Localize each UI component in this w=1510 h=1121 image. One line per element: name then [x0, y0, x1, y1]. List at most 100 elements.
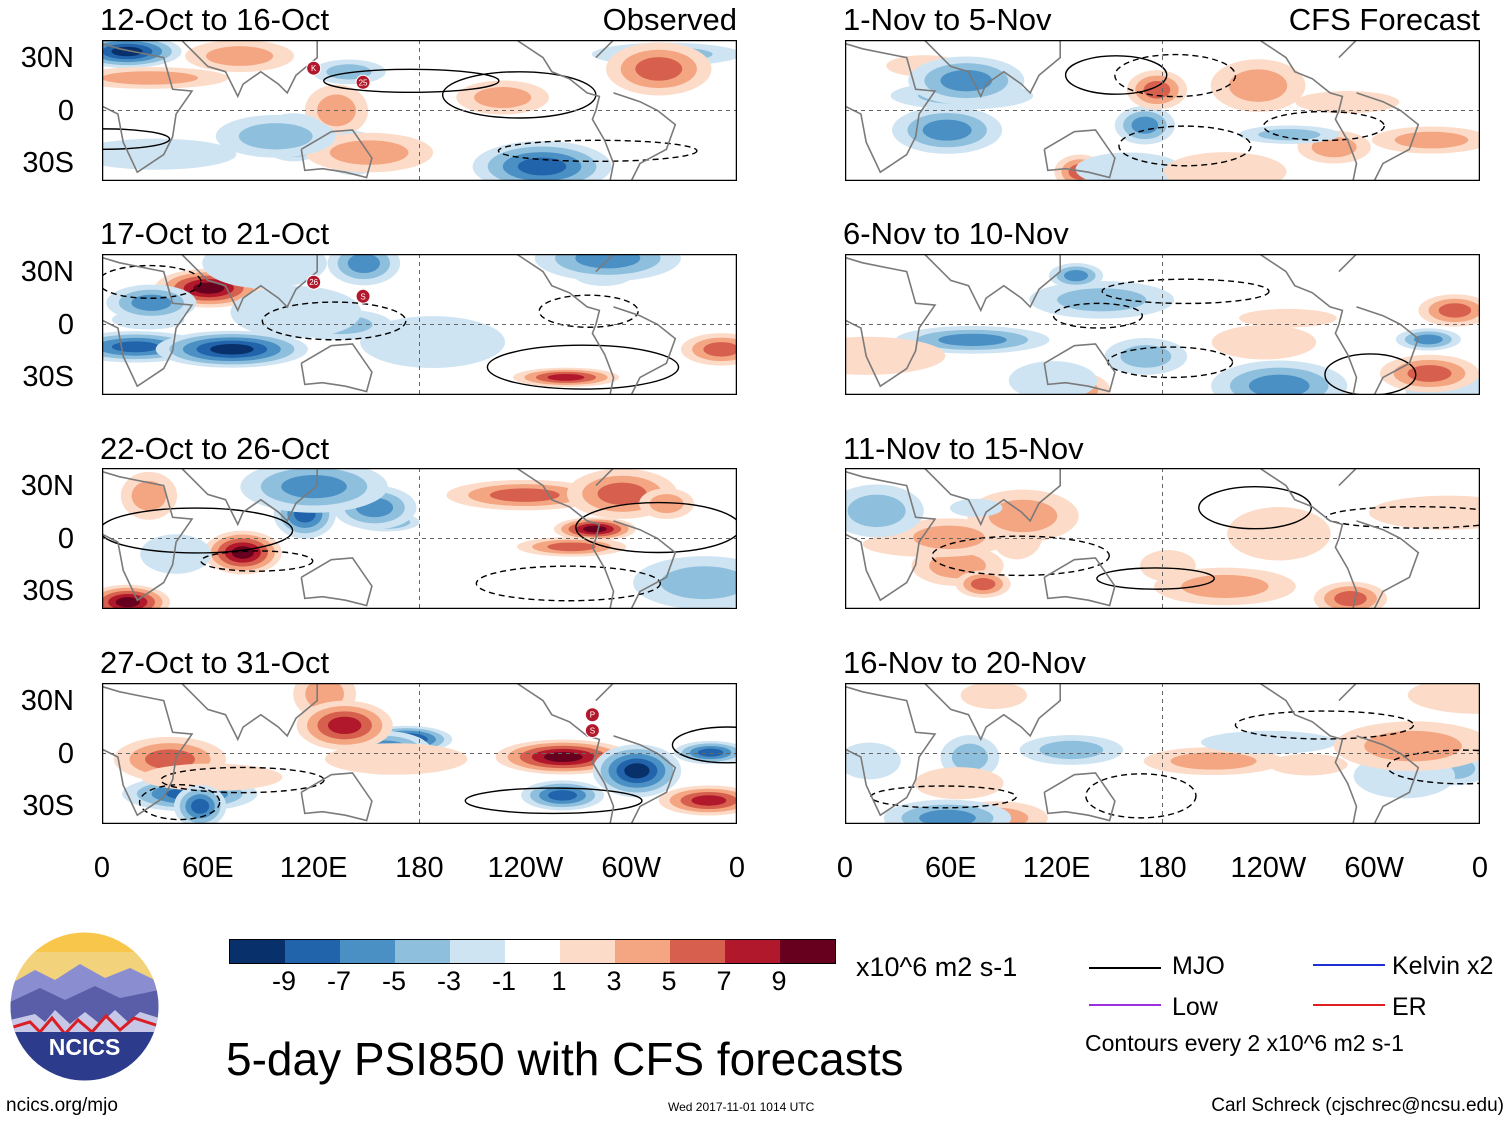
coastline: [1259, 683, 1358, 824]
legend-mjo-label: MJO: [1172, 952, 1225, 980]
anomaly-blob: [347, 254, 381, 274]
colorbar-tick-label: -9: [271, 966, 296, 996]
coastline: [102, 470, 194, 602]
anomaly-blob: [847, 494, 906, 528]
coastline: [923, 254, 1061, 313]
lat-tick-label: 30S: [22, 147, 74, 180]
storm-label: 25: [359, 78, 368, 87]
anomaly-blob: [102, 138, 237, 170]
colorbar-swatch: [670, 940, 725, 963]
coastline: [516, 468, 615, 609]
coastline: [102, 685, 194, 817]
anomaly-blob: [1170, 752, 1257, 770]
anomaly-blob: [115, 597, 140, 608]
anomaly-blob: [1063, 270, 1089, 282]
anomaly-blob: [660, 566, 737, 600]
coastline: [102, 42, 194, 174]
anomaly-blob: [1334, 591, 1367, 607]
mjo-contour: [464, 787, 643, 815]
anomaly-blob: [548, 790, 578, 801]
anomaly-blob: [970, 577, 996, 591]
panel-title: 16-Nov to 20-Nov: [843, 645, 1086, 680]
map-frame: [102, 40, 737, 181]
coastline: [1259, 254, 1358, 395]
column-label: CFS Forecast: [1288, 2, 1480, 37]
storm-label: P: [590, 711, 595, 720]
mjo-contour: [486, 344, 680, 390]
panel-title: 6-Nov to 10-Nov: [843, 216, 1069, 251]
anomaly-blob: [543, 752, 583, 762]
lon-tick-label: 0: [1471, 852, 1489, 884]
colorbar-tick-label: 7: [716, 966, 732, 996]
anomaly-field: [845, 683, 1480, 824]
map-panel: [845, 683, 1480, 824]
colorbar-swatch: [725, 940, 780, 963]
storm-marker: P: [584, 707, 600, 723]
lon-tick-label: 60W: [1344, 852, 1404, 884]
figure-title: 5-day PSI850 with CFS forecasts: [226, 1033, 904, 1085]
lat-tick-label: 0: [57, 308, 74, 341]
lat-tick-label: 30N: [20, 684, 74, 717]
anomaly-blob: [922, 119, 972, 141]
mjo-contour: [1052, 302, 1144, 329]
coastline: [1356, 306, 1420, 395]
coastline: [516, 683, 615, 824]
storm-label: S: [360, 292, 365, 301]
coastline: [613, 306, 677, 395]
coastline: [1338, 468, 1358, 487]
anomaly-blob: [649, 494, 684, 514]
map-panel: [102, 468, 737, 609]
anomaly-field: K 25: [102, 40, 737, 181]
legend-low-line: [1089, 1004, 1161, 1006]
panel-title: 11-Nov to 15-Nov: [843, 431, 1084, 466]
mjo-contour: [1101, 278, 1270, 305]
coastline: [102, 256, 194, 388]
map-panel: [845, 40, 1480, 181]
anomaly-blob: [489, 488, 560, 502]
coastline: [613, 520, 677, 609]
mjo-contour: [1096, 567, 1215, 590]
anomaly-blob: [845, 742, 901, 780]
coastline: [1356, 520, 1420, 609]
mjo-contour: [200, 550, 314, 572]
colorbar-tick-label: -5: [381, 966, 406, 996]
mjo-contour: [102, 507, 294, 554]
storm-marker: 25: [355, 74, 371, 90]
coastline: [300, 343, 373, 393]
coastline: [180, 468, 318, 527]
panel-title: 27-Oct to 31-Oct: [100, 645, 330, 680]
anomaly-field: [845, 40, 1480, 181]
anomaly-blob: [210, 343, 254, 355]
lon-tick-label: 120E: [1022, 852, 1091, 884]
mjo-contour: [1118, 125, 1252, 167]
anomaly-blob: [145, 749, 195, 770]
anomaly-blob: [1258, 128, 1321, 141]
anomaly-blob: [1311, 136, 1357, 158]
footer-url: ncics.org/mjo: [6, 1095, 118, 1116]
anomaly-blob: [140, 763, 283, 791]
storm-marker: 26: [306, 274, 322, 290]
mjo-contour: [497, 139, 698, 163]
storm-marker: S: [584, 723, 600, 739]
legend-er-label: ER: [1392, 993, 1427, 1021]
coastline: [1338, 254, 1358, 273]
coastline: [300, 557, 373, 607]
panel-title: 1-Nov to 5-Nov: [843, 2, 1052, 37]
anomaly-blob: [1228, 69, 1288, 102]
anomaly-blob: [635, 57, 683, 81]
anomaly-blob: [1211, 325, 1317, 360]
coastline: [1356, 735, 1420, 824]
lon-tick-label: 120W: [1230, 852, 1307, 884]
lat-tick-label: 0: [57, 737, 74, 770]
lat-tick-label: 30N: [20, 469, 74, 502]
coastline: [595, 40, 615, 59]
coastline: [1043, 772, 1116, 822]
anomaly-field: [845, 468, 1480, 609]
map-frame: [102, 254, 737, 395]
colorbar-swatch: [395, 940, 450, 963]
coastline: [923, 40, 1061, 99]
anomaly-blob: [691, 795, 727, 806]
map-frame: [845, 40, 1480, 181]
lon-tick-label: 0: [93, 852, 111, 884]
